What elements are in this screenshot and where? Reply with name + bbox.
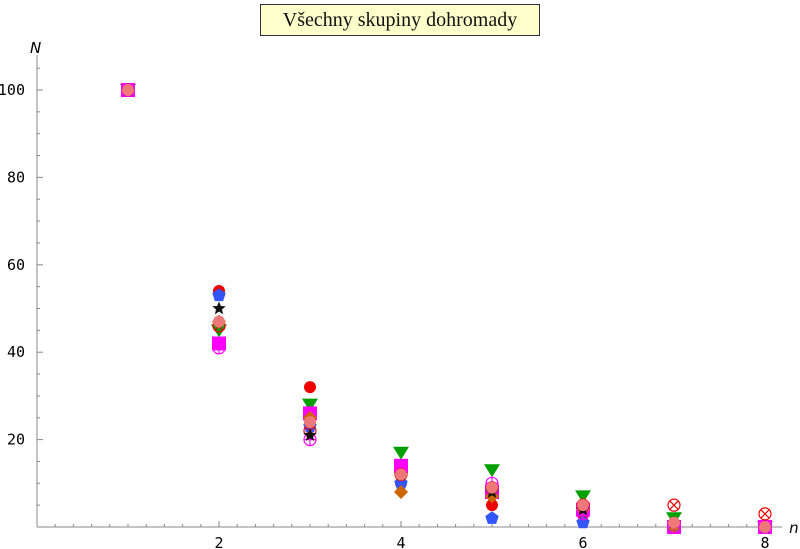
data-point-shape xyxy=(575,490,591,504)
data-point xyxy=(304,416,316,429)
data-point xyxy=(486,481,498,494)
data-point-shape xyxy=(758,507,772,521)
data-point-shape xyxy=(211,324,227,338)
data-point xyxy=(304,381,316,394)
data-point xyxy=(485,511,499,524)
data-point xyxy=(759,521,771,533)
data-point xyxy=(302,398,318,412)
y-tick-label: 80 xyxy=(7,168,25,186)
data-point-shape xyxy=(304,416,316,429)
data-point xyxy=(213,315,225,328)
y-tick-label: 20 xyxy=(7,431,25,449)
series-9 xyxy=(122,84,771,533)
data-point xyxy=(212,341,226,355)
y-tick-label: 100 xyxy=(0,81,25,99)
data-point-shape xyxy=(302,398,318,412)
data-point xyxy=(575,490,591,504)
x-axis-label: n xyxy=(789,519,799,537)
data-point-shape xyxy=(484,464,500,478)
data-point-shape xyxy=(486,499,498,512)
x-tick-label: 2 xyxy=(214,534,223,549)
data-point-shape xyxy=(667,498,681,512)
data-point xyxy=(212,288,226,302)
chart-title: Všechny skupiny dohromady xyxy=(260,4,540,36)
data-point-shape xyxy=(212,288,226,302)
y-axis-label: N xyxy=(30,39,41,57)
data-point xyxy=(486,499,498,512)
data-point-cross xyxy=(669,500,679,510)
data-point xyxy=(122,84,134,96)
data-point-shape xyxy=(304,381,316,394)
data-point-shape xyxy=(577,499,589,512)
x-tick-label: 4 xyxy=(396,534,405,549)
data-point xyxy=(395,468,407,481)
data-point-shape xyxy=(668,516,680,529)
data-point-shape xyxy=(486,481,498,494)
data-point-shape xyxy=(395,468,407,481)
data-point-shape xyxy=(212,301,226,315)
series-6 xyxy=(121,83,772,521)
data-point-shape xyxy=(485,511,499,524)
y-tick-label: 60 xyxy=(7,256,25,274)
data-point-shape xyxy=(759,521,771,533)
data-point xyxy=(394,485,408,500)
data-point-shape xyxy=(393,446,409,460)
x-tick-label: 8 xyxy=(760,534,769,549)
data-point xyxy=(303,428,317,441)
data-point-shape xyxy=(303,428,317,441)
x-tick-label: 6 xyxy=(578,534,587,549)
data-point-shape xyxy=(213,315,225,328)
data-point xyxy=(211,324,227,338)
data-point xyxy=(758,507,772,521)
data-point xyxy=(393,446,409,460)
data-point xyxy=(484,464,500,478)
series-8 xyxy=(121,83,772,533)
data-point xyxy=(212,301,226,315)
data-point-shape xyxy=(122,84,134,96)
data-point-cross xyxy=(760,509,770,519)
data-point-shape xyxy=(394,485,408,500)
data-point xyxy=(667,498,681,512)
data-point xyxy=(668,516,680,529)
data-point xyxy=(577,499,589,512)
y-tick-label: 40 xyxy=(7,343,25,361)
